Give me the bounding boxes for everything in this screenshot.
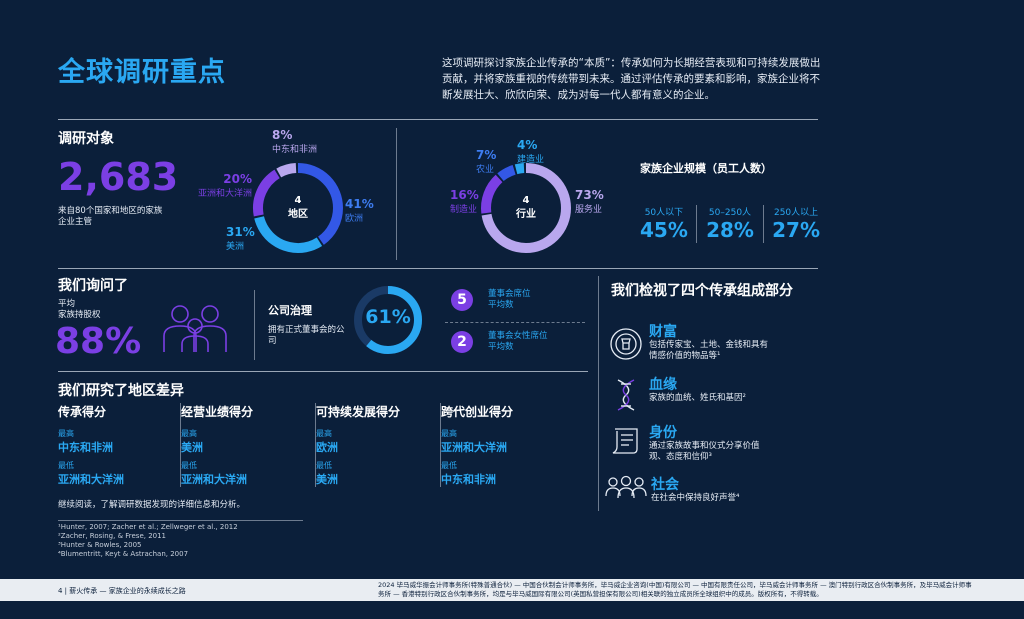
component-desc-wealth: 包括传家宝、土地、金钱和具有情感价值的物品等¹ — [649, 340, 769, 361]
governance-ring-fill — [354, 286, 422, 354]
donut-slice — [481, 163, 571, 253]
region-donut — [253, 163, 343, 253]
regional-col: 传承得分 最高 中东和非洲 最低 亚洲和大洋洲 — [58, 405, 124, 486]
page-title: 全球调研重点 — [58, 57, 226, 88]
industry-label-services: 73% 服务业 — [575, 188, 604, 215]
divider — [58, 268, 818, 269]
wealth-icon — [610, 328, 642, 360]
female-seats-badge: 2 — [451, 331, 473, 353]
respondents-desc: 来自80个国家和地区的家族企业主管 — [58, 206, 163, 227]
continue-reading: 继续阅读，了解调研数据发现的详细信息和分析。 — [58, 500, 246, 510]
component-title-society: 社会 — [651, 477, 679, 493]
avg-ownership-value: 88% — [55, 321, 142, 362]
regional-columns: 传承得分 最高 中东和非洲 最低 亚洲和大洋洲 经营业绩得分 最高 美洲 最低 … — [58, 403, 588, 487]
scroll-icon — [612, 428, 638, 454]
dna-icon — [617, 379, 635, 411]
divider-v — [598, 276, 599, 511]
component-desc-identity: 通过家族故事和仪式分享价值观、态度和信仰³ — [649, 441, 760, 462]
component-title-bloodline: 血缘 — [649, 377, 677, 393]
size-item: 250人以上 27% — [772, 208, 820, 242]
donut-slice — [253, 163, 343, 253]
donut-slice — [481, 163, 571, 253]
industry-center-label: 行业 — [516, 209, 536, 220]
component-title-wealth: 财富 — [649, 324, 677, 340]
region-center-num: 4 — [294, 195, 302, 206]
governance-desc: 拥有正式董事会的公司 — [268, 325, 345, 346]
size-item: 50人以下 45% — [640, 208, 688, 242]
footer-legal: 2024 毕马威华振会计师事务所(特殊普通合伙) — 中国合伙制会计师事务所，毕… — [378, 581, 972, 598]
footer-page: 4 | 薪火传承 — 家族企业的永续成长之路 — [58, 587, 186, 595]
industry-label-agriculture: 7% 农业 — [476, 148, 497, 175]
component-title-identity: 身份 — [649, 425, 677, 441]
size-item: 50–250人 28% — [706, 208, 754, 242]
governance-value: 61% — [365, 306, 411, 328]
footer-bar — [0, 579, 1024, 601]
size-list: 50人以下 45% 50–250人 28% 250人以上 27% — [640, 205, 820, 243]
governance-heading: 公司治理 — [268, 304, 312, 317]
asked-heading: 我们询问了 — [58, 278, 128, 294]
divider-v — [254, 290, 255, 360]
donut-slice — [481, 163, 571, 253]
divider — [445, 322, 585, 323]
components-heading: 我们检视了四个传承组成部分 — [611, 283, 793, 299]
component-desc-bloodline: 家族的血统、姓氏和基因² — [649, 393, 746, 403]
divider — [58, 371, 588, 372]
industry-label-construction: 4% 建造业 — [517, 138, 545, 165]
donut-slice — [481, 163, 571, 253]
size-heading: 家族企业规模（员工人数） — [640, 162, 772, 175]
regional-col: 可持续发展得分 最高 欧洲 最低 美洲 — [315, 403, 440, 487]
divider — [58, 520, 303, 521]
region-label-americas: 31% 美洲 — [226, 225, 255, 252]
region-center: 4 地区 — [278, 194, 318, 222]
people-icon — [605, 475, 647, 499]
region-label-apac: 20% 亚洲和大洋洲 — [197, 172, 252, 199]
board-seats-badge: 5 — [451, 289, 473, 311]
regional-col: 跨代创业得分 最高 亚洲和大洋洲 最低 中东和非洲 — [440, 403, 565, 487]
region-label-europe: 41% 欧洲 — [345, 197, 374, 224]
regional-heading: 我们研究了地区差异 — [58, 383, 184, 399]
intro-text: 这项调研探讨家族企业传承的“本质”：传承如何为长期经营表现和可持续发展做出贡献，… — [442, 57, 821, 101]
avg-ownership-label: 平均 家族持股权 — [58, 299, 101, 320]
donut-slice — [253, 163, 343, 253]
female-seats-label: 董事会女性席位 平均数 — [488, 331, 548, 352]
industry-donut — [481, 163, 571, 253]
industry-center-num: 4 — [522, 195, 530, 206]
industry-center: 4 行业 — [506, 194, 546, 222]
regional-col: 经营业绩得分 最高 美洲 最低 亚洲和大洋洲 — [180, 403, 315, 487]
board-seats-label: 董事会席位 平均数 — [488, 289, 531, 310]
respondents-heading: 调研对象 — [58, 131, 114, 147]
donut-slice — [253, 163, 343, 253]
industry-label-manufacturing: 16% 制造业 — [450, 188, 479, 215]
divider — [58, 119, 818, 120]
donut-slice — [253, 163, 343, 253]
footnotes: ¹Hunter, 2007; Zacher et al.; Zellweger … — [58, 523, 238, 558]
region-center-label: 地区 — [288, 209, 308, 220]
component-desc-society: 在社会中保持良好声誉⁴ — [651, 493, 740, 503]
family-icon — [163, 305, 227, 352]
governance-ring — [354, 286, 422, 354]
divider-v — [396, 128, 397, 260]
respondents-count: 2,683 — [58, 155, 179, 199]
region-label-mea: 8% 中东和非洲 — [272, 128, 318, 155]
